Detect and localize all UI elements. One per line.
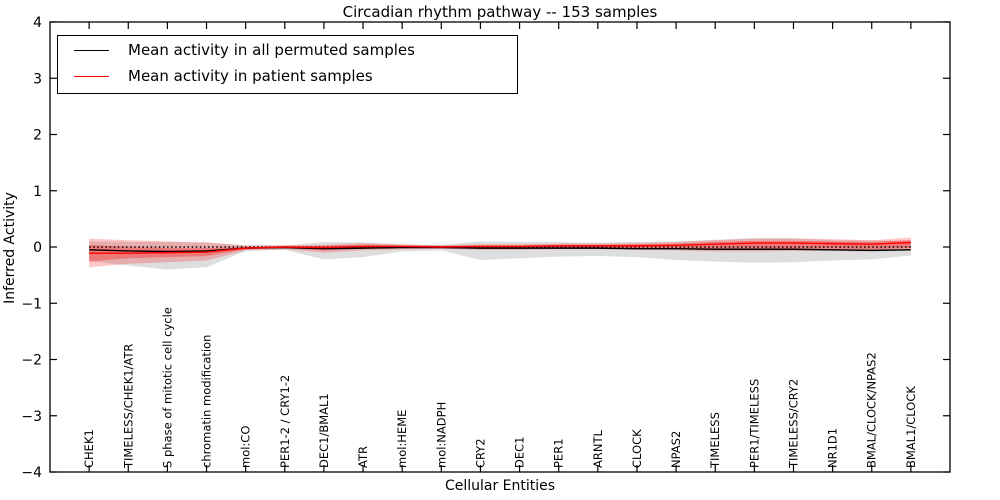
x-tick-label: DEC1/BMAL1 <box>317 393 331 468</box>
x-tick-label: S phase of mitotic cell cycle <box>160 307 174 468</box>
y-tick-label: 0 <box>33 240 42 256</box>
permuted-samples-range-band <box>89 238 911 270</box>
patient-samples-range-inner-band <box>89 239 911 262</box>
y-tick-label: −3 <box>21 409 42 425</box>
y-tick-label: 4 <box>33 15 42 31</box>
legend-label-patient: Mean activity in patient samples <box>128 67 373 86</box>
x-tick-label: TIMELESS/CHEK1/ATR <box>121 344 135 469</box>
x-axis-label: Cellular Entities <box>444 478 556 494</box>
x-tick-label: ATR <box>356 446 370 468</box>
x-tick-label: chromatin modification <box>200 335 214 468</box>
chart-title: Circadian rhythm pathway -- 153 samples <box>342 3 658 21</box>
x-tick-label: BMAL/CLOCK/NPAS2 <box>865 352 879 468</box>
x-tick-label: DEC1 <box>513 437 527 468</box>
y-tick-label: −1 <box>21 296 42 312</box>
x-tick-label: ARNTL <box>591 430 605 468</box>
patient-line-swatch <box>74 76 109 78</box>
x-tick-label: mol:CO <box>239 426 253 468</box>
x-tick-label: BMAL1/CLOCK <box>904 386 918 468</box>
x-tick-label: mol:NADPH <box>434 402 448 468</box>
x-tick-label: CRY2 <box>473 438 487 468</box>
y-tick-label: −4 <box>21 465 42 481</box>
y-tick-label: −2 <box>21 353 42 369</box>
permuted-line-swatch <box>74 50 109 52</box>
x-tick-label: CLOCK <box>630 429 644 468</box>
y-tick-label: 1 <box>33 184 42 200</box>
patient-mean-line <box>89 241 911 254</box>
x-tick-label: NPAS2 <box>669 431 683 468</box>
x-tick-label: PER1/TIMELESS <box>747 379 761 468</box>
x-tick-label: mol:HEME <box>395 410 409 468</box>
legend-item-patient: Mean activity in patient samples <box>74 67 507 86</box>
x-tick-label: NR1D1 <box>826 428 840 468</box>
x-tick-label: CHEK1 <box>82 429 96 468</box>
x-tick-label: TIMELESS/CRY2 <box>786 379 800 469</box>
y-tick-label: 2 <box>33 128 42 144</box>
legend-item-permuted: Mean activity in all permuted samples <box>74 41 507 59</box>
x-tick-label: PER1-2 / CRY1-2 <box>278 375 292 468</box>
y-tick-label: 3 <box>33 71 42 87</box>
legend-label-permuted: Mean activity in all permuted samples <box>128 41 415 59</box>
x-tick-label: PER1 <box>552 438 566 468</box>
x-tick-label: TIMELESS <box>708 412 722 469</box>
legend: Mean activity in all permuted samples Me… <box>57 35 518 94</box>
y-axis-label: Inferred Activity <box>2 192 18 304</box>
